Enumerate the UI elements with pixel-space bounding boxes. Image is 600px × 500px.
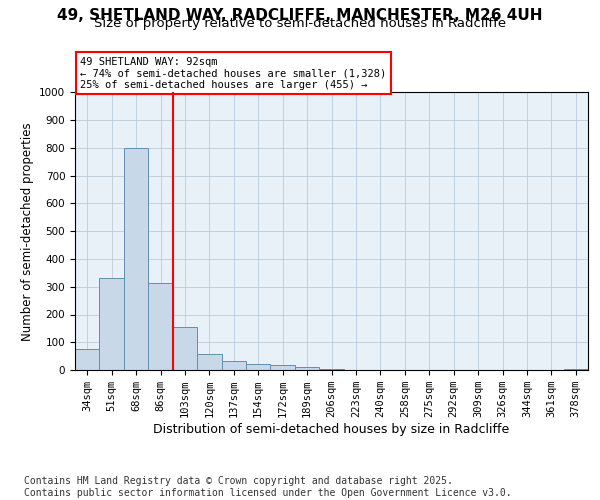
Bar xyxy=(563,368,588,370)
Bar xyxy=(295,367,319,370)
Bar xyxy=(246,364,271,370)
Bar xyxy=(197,354,221,370)
Text: 49, SHETLAND WAY, RADCLIFFE, MANCHESTER, M26 4UH: 49, SHETLAND WAY, RADCLIFFE, MANCHESTER,… xyxy=(57,8,543,22)
Bar xyxy=(221,361,246,370)
Bar xyxy=(75,349,100,370)
Bar xyxy=(124,148,148,370)
Bar xyxy=(100,278,124,370)
Bar xyxy=(319,368,344,370)
Bar xyxy=(173,327,197,370)
Y-axis label: Number of semi-detached properties: Number of semi-detached properties xyxy=(20,122,34,340)
Text: Size of property relative to semi-detached houses in Radcliffe: Size of property relative to semi-detach… xyxy=(94,18,506,30)
Bar xyxy=(148,282,173,370)
X-axis label: Distribution of semi-detached houses by size in Radcliffe: Distribution of semi-detached houses by … xyxy=(154,423,509,436)
Text: 49 SHETLAND WAY: 92sqm
← 74% of semi-detached houses are smaller (1,328)
25% of : 49 SHETLAND WAY: 92sqm ← 74% of semi-det… xyxy=(80,56,386,90)
Bar xyxy=(271,366,295,370)
Text: Contains HM Land Registry data © Crown copyright and database right 2025.
Contai: Contains HM Land Registry data © Crown c… xyxy=(24,476,512,498)
